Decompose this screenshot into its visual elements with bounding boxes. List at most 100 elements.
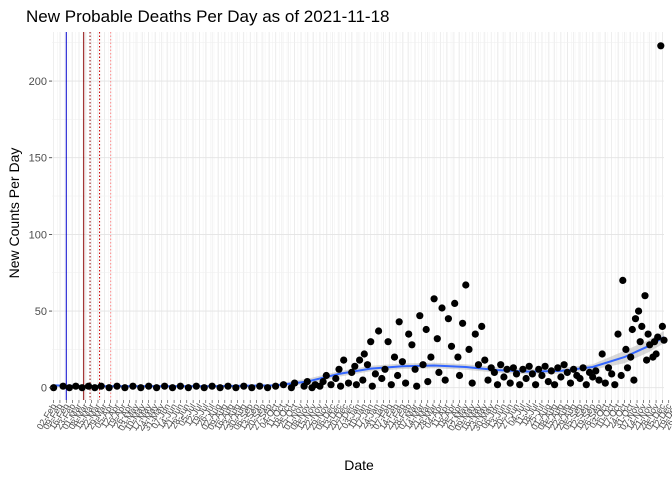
data-point: [332, 374, 340, 383]
data-point: [390, 353, 399, 361]
data-point: [490, 368, 498, 376]
data-point: [168, 384, 177, 392]
data-point: [272, 382, 280, 390]
data-point: [459, 319, 467, 327]
data-point: [627, 353, 635, 361]
data-point: [352, 381, 360, 389]
data-point: [363, 361, 372, 369]
data-point: [441, 376, 449, 384]
data-point: [628, 325, 636, 334]
data-point: [506, 379, 514, 387]
data-point: [240, 382, 248, 390]
data-point: [192, 382, 200, 390]
data-point: [538, 371, 546, 380]
data-point: [91, 384, 99, 392]
trend-confidence-band: [53, 331, 665, 388]
data-point: [65, 384, 73, 392]
data-point: [636, 338, 644, 346]
data-point: [563, 368, 571, 376]
data-point: [512, 370, 521, 378]
data-point: [50, 384, 58, 392]
data-point: [291, 379, 299, 387]
data-point: [465, 345, 473, 353]
data-point: [481, 356, 489, 364]
data-point: [435, 368, 443, 376]
data-point: [368, 382, 376, 390]
data-point: [78, 384, 86, 392]
data-point: [592, 367, 600, 375]
data-point: [356, 356, 364, 364]
data-point: [224, 382, 232, 390]
data-point: [402, 379, 410, 387]
data-point: [611, 381, 619, 389]
data-point: [371, 370, 379, 378]
chart-title: New Probable Deaths Per Day as of 2021-1…: [26, 7, 390, 26]
data-point: [97, 382, 105, 390]
data-point: [360, 350, 368, 358]
data-point: [525, 362, 533, 370]
data-point: [557, 373, 565, 381]
data-point: [176, 382, 184, 390]
data-point: [398, 358, 406, 366]
data-point: [547, 367, 556, 375]
data-point: [359, 376, 367, 384]
data-point: [153, 384, 161, 392]
y-tick-label: 0: [41, 383, 47, 395]
data-point: [422, 325, 430, 334]
data-point: [544, 378, 552, 386]
data-point: [635, 307, 643, 315]
data-point: [630, 376, 638, 384]
data-point: [208, 382, 216, 390]
data-point: [474, 361, 483, 369]
data-point: [658, 322, 667, 330]
data-point: [394, 371, 402, 380]
data-point: [384, 338, 392, 346]
data-point: [570, 365, 578, 373]
data-point: [340, 356, 348, 364]
data-point: [424, 378, 432, 386]
x-axis-title: Date: [344, 457, 374, 473]
data-point: [408, 341, 416, 349]
data-point: [532, 381, 540, 389]
x-axis: 02-Feb09-Feb16-Feb23-Feb01-Mar08-Mar15-M…: [35, 400, 672, 433]
data-point: [560, 361, 568, 369]
data-point: [660, 336, 668, 344]
data-point: [105, 384, 113, 392]
data-point: [419, 361, 427, 369]
y-tick-label: 100: [29, 229, 47, 241]
data-point: [522, 374, 530, 383]
vertical-reference-lines: [65, 32, 112, 400]
data-point: [471, 330, 479, 338]
data-point: [528, 370, 537, 378]
data-point: [631, 315, 640, 323]
data-point: [468, 379, 476, 387]
data-point: [576, 374, 584, 383]
data-point: [582, 381, 590, 389]
data-point: [444, 315, 452, 323]
data-point: [59, 382, 67, 390]
data-point: [535, 365, 543, 373]
data-point: [145, 382, 153, 390]
data-point: [454, 353, 462, 361]
data-point: [608, 370, 616, 378]
data-point: [566, 379, 575, 387]
data-point: [623, 364, 632, 372]
data-point: [455, 371, 464, 380]
data-point: [430, 295, 438, 303]
data-point: [327, 381, 335, 389]
data-point: [322, 371, 330, 380]
data-point: [638, 322, 646, 330]
data-point: [411, 365, 419, 373]
data-point: [652, 350, 660, 358]
data-point: [478, 322, 486, 330]
data-point: [413, 382, 421, 390]
data-point: [248, 384, 256, 392]
data-point: [161, 382, 169, 390]
data-point: [344, 379, 353, 387]
data-point: [654, 333, 662, 341]
data-point: [200, 384, 208, 392]
data-point: [619, 276, 627, 284]
data-point: [72, 382, 80, 390]
data-point: [641, 292, 649, 300]
